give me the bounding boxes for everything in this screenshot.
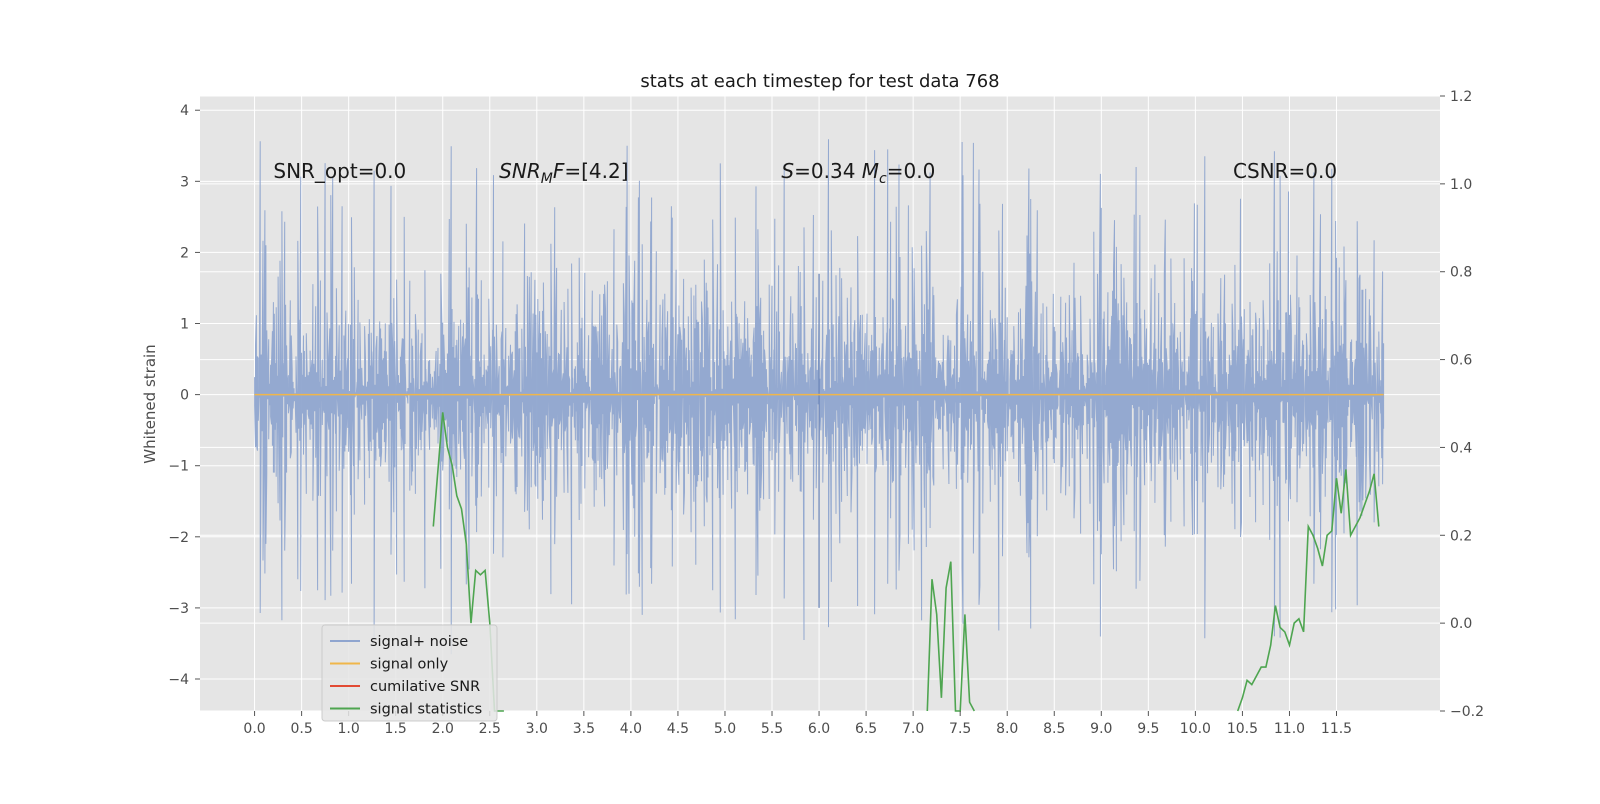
legend-entry: signal+ noise bbox=[370, 634, 468, 650]
x-tick-label: 3.0 bbox=[526, 721, 548, 737]
x-tick-label: 6.0 bbox=[808, 721, 830, 737]
y2-tick-label: 1.0 bbox=[1450, 177, 1472, 193]
y-tick-label: 1 bbox=[180, 317, 189, 333]
x-tick-label: 6.5 bbox=[855, 721, 877, 737]
y-tick-label: −4 bbox=[168, 672, 189, 688]
chart-title: stats at each timestep for test data 768 bbox=[640, 71, 999, 92]
x-tick-label: 10.5 bbox=[1227, 721, 1258, 737]
x-tick-label: 5.5 bbox=[761, 721, 783, 737]
annotation-snr_mf: SNRM​F=[4.2] bbox=[499, 159, 628, 187]
x-tick-label: 2.5 bbox=[479, 721, 501, 737]
x-tick-label: 1.0 bbox=[338, 721, 360, 737]
y2-tick-label: 0.2 bbox=[1450, 528, 1472, 544]
x-tick-label: 5.0 bbox=[714, 721, 736, 737]
legend-entry: cumilative SNR bbox=[370, 679, 480, 695]
x-tick-label: 8.0 bbox=[996, 721, 1018, 737]
x-tick-label: 9.5 bbox=[1137, 721, 1159, 737]
x-tick-label: 4.0 bbox=[620, 721, 642, 737]
y-axis-label: Whitened strain bbox=[141, 344, 159, 463]
x-tick-label: 2.0 bbox=[432, 721, 454, 737]
x-tick-label: 4.5 bbox=[667, 721, 689, 737]
y2-tick-label: 1.2 bbox=[1450, 89, 1472, 105]
y-axis-left: −4 −3 −2 −1 0 1 2 3 4 bbox=[168, 103, 200, 688]
annotations: SNR_opt=0.0 SNRM​F=[4.2] S=0.34 Mc​=0.0 CSN… bbox=[273, 159, 1337, 187]
y2-tick-label: 0.4 bbox=[1450, 440, 1472, 456]
y2-tick-label: −0.2 bbox=[1450, 704, 1484, 720]
y-tick-label: −2 bbox=[168, 530, 189, 546]
annotation-snr_opt: SNR_opt=0.0 bbox=[273, 159, 406, 183]
y-tick-label: 2 bbox=[180, 245, 189, 261]
x-tick-label: 1.5 bbox=[385, 721, 407, 737]
signal-statistics-line bbox=[1236, 469, 1380, 712]
legend: signal+ noise signal only cumilative SNR si… bbox=[321, 624, 498, 722]
x-tick-label: 0.5 bbox=[290, 721, 312, 737]
x-tick-label: 11.5 bbox=[1321, 721, 1352, 737]
y-tick-label: −3 bbox=[168, 601, 189, 617]
x-tick-label: 7.0 bbox=[902, 721, 924, 737]
legend-entry: signal statistics bbox=[370, 702, 482, 718]
x-tick-label: 10.0 bbox=[1180, 721, 1211, 737]
annotation-s_mc: S=0.34 Mc​=0.0 bbox=[781, 159, 935, 187]
x-tick-label: 8.5 bbox=[1043, 721, 1065, 737]
x-tick-label: 7.5 bbox=[949, 721, 971, 737]
legend-entry: signal only bbox=[370, 657, 449, 673]
y-tick-label: −1 bbox=[168, 459, 189, 475]
signal-noise-series bbox=[254, 139, 1385, 655]
annotation-csnr: CSNR=0.0 bbox=[1233, 159, 1337, 183]
y2-tick-label: 0.8 bbox=[1450, 265, 1472, 281]
y-tick-label: 0 bbox=[180, 388, 189, 404]
y-tick-label: 4 bbox=[180, 103, 189, 119]
x-tick-label: 3.5 bbox=[573, 721, 595, 737]
y2-tick-label: 0.6 bbox=[1450, 353, 1472, 369]
y2-tick-label: 0.0 bbox=[1450, 616, 1472, 632]
x-axis: 0.0 0.5 1.0 1.5 2.0 2.5 3.0 3.5 4.0 4.5 5.0 5.5 6.0 6… bbox=[243, 711, 1352, 737]
x-tick-label: 0.0 bbox=[243, 721, 265, 737]
x-tick-label: 11.0 bbox=[1274, 721, 1305, 737]
x-tick-label: 9.0 bbox=[1090, 721, 1112, 737]
y-tick-label: 3 bbox=[180, 174, 189, 190]
legend-box bbox=[321, 624, 498, 722]
signal-statistics-line bbox=[926, 561, 976, 712]
y-axis-right: −0.2 0.0 0.2 0.4 0.6 0.8 1.0 1.2 bbox=[1440, 89, 1484, 720]
